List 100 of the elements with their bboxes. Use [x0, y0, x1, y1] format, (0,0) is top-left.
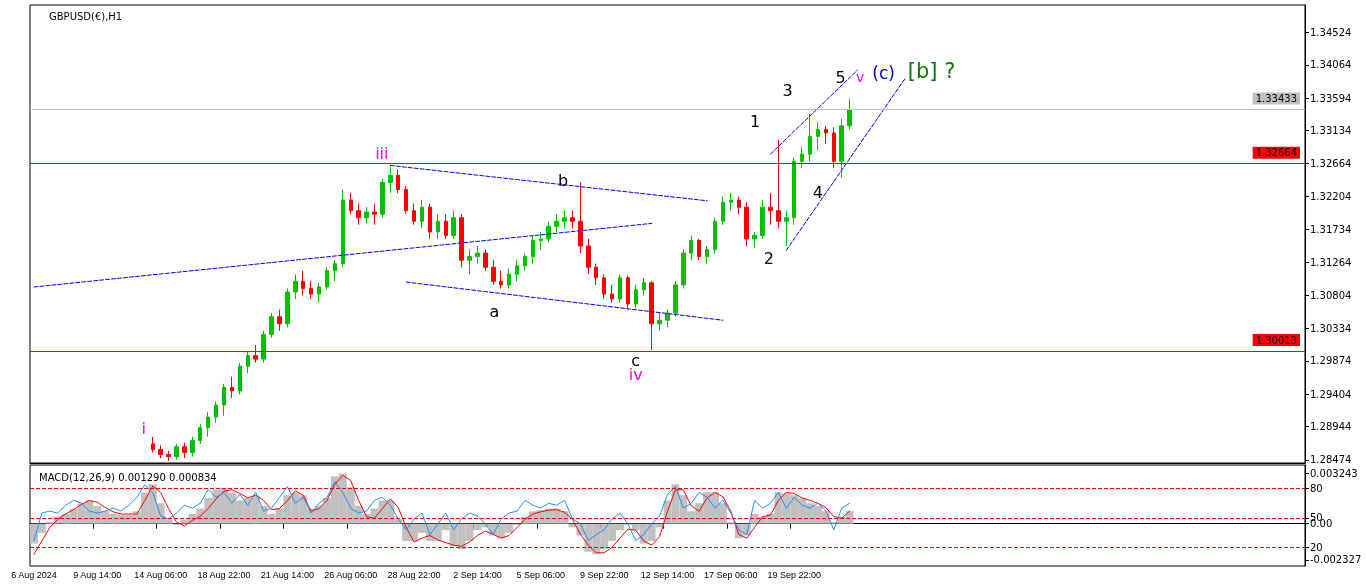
candlestick — [768, 192, 773, 226]
y-tick-label: 1.28944 — [1310, 421, 1352, 433]
candlestick — [499, 270, 503, 289]
candlestick — [349, 192, 353, 215]
candlestick — [721, 196, 725, 226]
candlestick — [222, 383, 226, 417]
y-tick-label: 0.003243 — [1310, 467, 1358, 479]
x-tick-label: 9 Sep 22:00 — [579, 569, 629, 580]
ref-line-label: 1.30013 — [1255, 334, 1297, 346]
candlestick — [808, 113, 812, 162]
candlestick — [451, 210, 456, 240]
candlestick — [412, 203, 416, 226]
x-tick-label: 9 Aug 14:00 — [73, 569, 122, 580]
y-tick-label: 1.29874 — [1310, 355, 1352, 367]
candlestick — [610, 284, 614, 304]
candlestick — [238, 362, 242, 395]
x-tick-label: 6 Aug 2024 — [11, 569, 57, 580]
candlestick — [705, 245, 709, 265]
y-tick-label: 0.00 — [1310, 518, 1333, 530]
candlestick — [531, 234, 535, 265]
candlestick — [396, 169, 400, 194]
annotation: 1 — [750, 111, 761, 131]
candlestick — [182, 442, 187, 459]
candlestick — [760, 199, 765, 240]
annotation: 5 — [835, 67, 846, 87]
candlestick — [166, 450, 171, 462]
candlestick — [562, 210, 567, 229]
y-tick-label: 1.33134 — [1310, 125, 1352, 137]
x-tick-label: 5 Sep 06:00 — [516, 569, 566, 580]
candlestick — [309, 280, 313, 300]
y-tick-label: 1.31734 — [1310, 223, 1352, 235]
annotation: iii — [375, 143, 389, 163]
candlestick — [285, 287, 290, 328]
annotation: i — [141, 418, 146, 438]
annotation: b — [558, 170, 569, 190]
candlestick — [333, 259, 337, 282]
candlestick — [681, 249, 686, 289]
candlestick — [246, 351, 250, 374]
candlestick — [301, 270, 305, 296]
candlestick — [665, 309, 670, 328]
y-tick-label: 1.30334 — [1310, 322, 1352, 334]
candlestick — [800, 146, 804, 169]
candlestick — [523, 252, 527, 272]
candlestick — [206, 411, 210, 438]
candlestick — [626, 275, 630, 311]
candlestick — [483, 249, 488, 272]
candlestick — [214, 401, 218, 424]
x-tick-label: 2 Sep 14:00 — [453, 569, 502, 580]
candlestick — [277, 309, 282, 332]
y-tick-label: 1.33594 — [1310, 92, 1352, 104]
candlestick — [570, 210, 575, 229]
candlestick — [602, 273, 606, 300]
candlestick — [404, 185, 408, 215]
y-tick-label: -0.002327 — [1310, 554, 1362, 566]
candlestick — [673, 280, 678, 318]
candlestick — [689, 234, 693, 261]
candlestick — [428, 203, 432, 240]
candlestick — [372, 203, 377, 226]
x-tick-label: 18 Aug 22:00 — [197, 569, 251, 580]
y2-tick-label: 20 — [1310, 541, 1323, 553]
annotation: a — [489, 301, 500, 321]
candlestick — [713, 217, 717, 254]
candlestick — [578, 181, 583, 254]
ref-line-label: 1.32664 — [1255, 147, 1297, 159]
candlestick — [459, 213, 464, 268]
candlestick — [341, 188, 345, 268]
y-tick-label: 1.34064 — [1310, 59, 1352, 71]
candlestick — [158, 444, 163, 459]
candlestick — [420, 199, 424, 229]
text: GBPUSD(€),H1 — [49, 10, 123, 22]
ref-line-label: 1.33433 — [1255, 92, 1297, 104]
candlestick — [784, 210, 789, 247]
x-tick-label: 19 Sep 22:00 — [767, 569, 821, 580]
x-tick-label: 21 Aug 14:00 — [260, 569, 314, 580]
candlestick — [356, 203, 361, 226]
candlestick — [594, 263, 598, 286]
candlestick — [325, 266, 329, 291]
candlestick — [539, 231, 543, 251]
candlestick — [467, 249, 472, 275]
candlestick — [444, 213, 448, 240]
candlestick — [515, 259, 519, 282]
annotation: (c) — [872, 63, 895, 83]
candlestick — [752, 231, 757, 248]
candlestick — [792, 157, 796, 226]
candlestick — [737, 196, 741, 215]
annotation: [b] ? — [907, 59, 956, 83]
candlestick — [729, 192, 733, 212]
candlestick — [269, 312, 274, 339]
candlestick — [174, 443, 179, 460]
annotation: v — [855, 69, 865, 85]
x-tick-label: 12 Sep 14:00 — [640, 569, 695, 580]
x-tick-label: 17 Sep 06:00 — [704, 569, 758, 580]
y-tick-label: 1.32664 — [1310, 158, 1352, 170]
candlestick — [151, 436, 155, 453]
y-tick-label: 1.28474 — [1310, 454, 1352, 466]
x-tick-label: 26 Aug 06:00 — [324, 569, 378, 580]
candlestick — [388, 166, 393, 194]
candlestick — [380, 178, 385, 219]
candlestick — [364, 206, 369, 224]
candlestick — [491, 259, 496, 286]
